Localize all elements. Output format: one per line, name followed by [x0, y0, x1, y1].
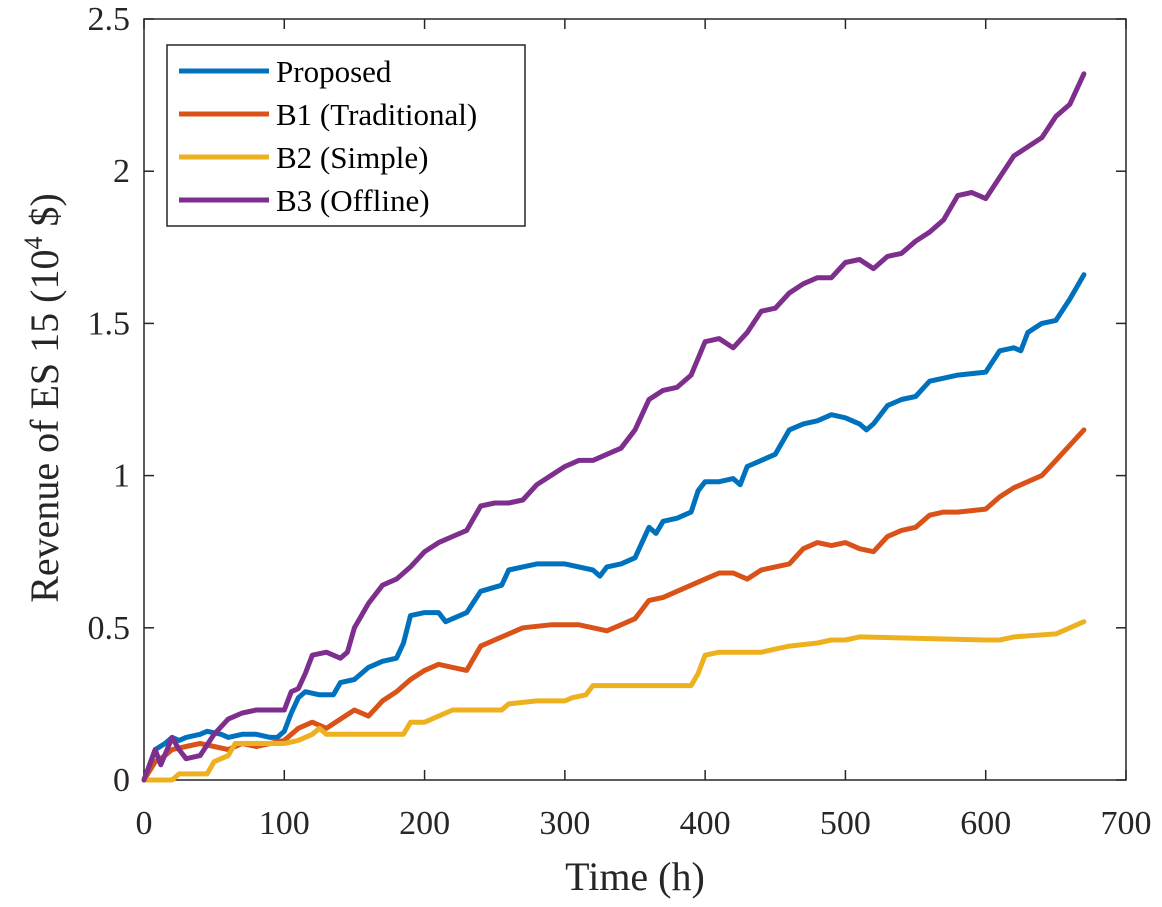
legend: Proposed B1 (Traditional) B2 (Simple) B3…: [166, 44, 526, 227]
x-tick-label: 600: [960, 805, 1011, 842]
legend-label-b3: B3 (Offline): [276, 183, 430, 218]
plot-area: [143, 18, 1127, 781]
x-tick-label: 200: [399, 805, 450, 842]
series-group: [141, 71, 1087, 783]
axis-ticks: [143, 18, 1127, 781]
legend-label-b1: B1 (Traditional): [276, 97, 477, 132]
series-line-proposed: [141, 272, 1087, 783]
x-axis-title: Time (h): [565, 854, 705, 899]
y-axis-title-end: $): [22, 193, 67, 236]
x-tick-label: 0: [136, 805, 153, 842]
y-tick-label: 1.5: [88, 305, 131, 342]
legend-label-b2: B2 (Simple): [276, 140, 428, 175]
x-tick-label: 400: [680, 805, 731, 842]
y-tick-labels: 0 0.5 1 1.5 2 2.5: [88, 1, 131, 799]
x-tick-label: 300: [539, 805, 590, 842]
y-tick-label: 2.5: [88, 1, 131, 38]
y-tick-label: 0.5: [88, 610, 131, 647]
series-line-b2: [141, 619, 1087, 783]
series-line-b1: [141, 427, 1087, 783]
y-axis-title: Revenue of ES 15 (104 $): [19, 193, 67, 603]
x-tick-labels: 0 100 200 300 400 500 600 700: [136, 805, 1152, 842]
y-tick-label: 1: [113, 458, 130, 495]
x-tick-label: 500: [820, 805, 871, 842]
legend-box: [166, 44, 526, 227]
y-tick-label: 0: [113, 762, 130, 799]
x-tick-label: 100: [259, 805, 310, 842]
y-tick-label: 2: [113, 153, 130, 190]
x-tick-label: 700: [1101, 805, 1152, 842]
series-line-b3: [141, 71, 1087, 783]
y-axis-title-superscript: 4: [19, 237, 48, 250]
y-axis-title-main: Revenue of ES 15 (10: [22, 250, 67, 603]
legend-label-proposed: Proposed: [276, 54, 392, 89]
